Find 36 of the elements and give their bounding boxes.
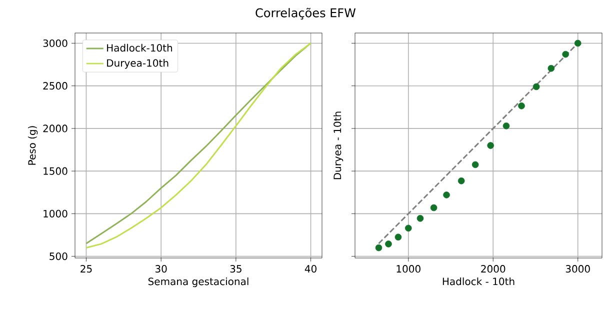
legend-label: Hadlock-10th xyxy=(107,44,172,52)
y-axis-title: Duryea - 10th xyxy=(333,112,344,180)
y-tick-label: 500 xyxy=(50,252,68,260)
x-axis-title: Semana gestacional xyxy=(148,277,248,288)
point xyxy=(404,224,412,232)
point xyxy=(502,122,510,130)
point xyxy=(518,102,525,110)
x-tick-label: 2000 xyxy=(481,265,506,273)
x-tick-label: 30 xyxy=(155,265,167,273)
point xyxy=(532,83,540,90)
point xyxy=(458,177,465,184)
point xyxy=(394,234,402,241)
point xyxy=(416,214,424,222)
chart-title: Correlações EFW xyxy=(256,8,356,20)
x-tick-label: 1000 xyxy=(396,265,420,273)
point xyxy=(548,64,555,72)
y-tick-label: 2000 xyxy=(43,124,68,132)
x-tick-label: 40 xyxy=(304,265,316,273)
point xyxy=(443,192,450,198)
point xyxy=(430,204,438,212)
y-tick-label: 2500 xyxy=(43,82,68,90)
x-axis-title: Hadlock - 10th xyxy=(442,277,514,286)
legend-label: Duryea-10th xyxy=(107,59,168,69)
y-tick-label: 1500 xyxy=(44,167,68,175)
y-tick-label: 1000 xyxy=(44,210,68,218)
x-tick-label: 3000 xyxy=(566,265,590,273)
point xyxy=(472,161,479,168)
point xyxy=(574,40,582,47)
y-axis-title: Peso (g) xyxy=(28,126,38,165)
point xyxy=(375,244,382,252)
y-tick-label: 3000 xyxy=(43,39,68,48)
point xyxy=(487,142,494,149)
point xyxy=(385,240,392,248)
x-tick-label: 35 xyxy=(230,265,242,273)
x-tick-label: 25 xyxy=(80,265,92,273)
point xyxy=(562,50,569,58)
